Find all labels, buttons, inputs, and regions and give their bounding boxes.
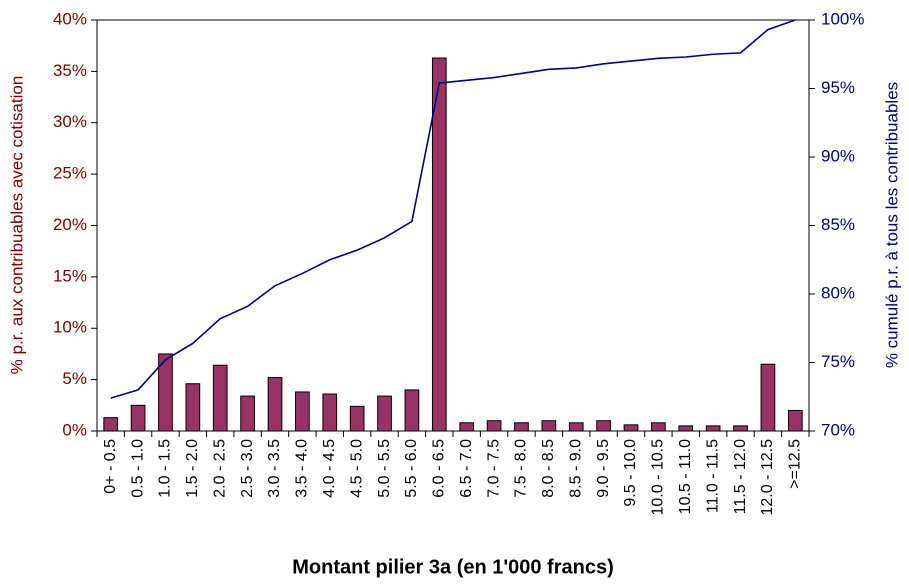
y2-tick-label: 70% (821, 420, 855, 439)
bar (733, 425, 748, 432)
y-tick-label: 30% (53, 112, 87, 131)
bar (103, 417, 119, 432)
x-tick-label: 1.0 - 1.5 (157, 439, 174, 498)
y2-tick-label: 85% (821, 215, 855, 234)
y2-tick-label: 100% (821, 9, 864, 28)
y-tick-label: 0% (62, 420, 87, 439)
bar (322, 393, 338, 432)
bar (295, 391, 310, 432)
x-tick-label: 0.5 - 1.0 (129, 439, 146, 498)
y2-tick-label: 80% (821, 283, 855, 302)
x-tick-label: 9.5 - 10.0 (622, 439, 639, 507)
x-tick-label: 7.5 - 8.0 (513, 439, 530, 498)
y2-tick-label: 90% (821, 146, 855, 165)
y-tick-label: 35% (53, 61, 87, 80)
x-tick-label: 6.5 - 7.0 (458, 439, 475, 498)
bar (541, 420, 557, 432)
bar (158, 353, 173, 432)
bar (787, 409, 803, 432)
y2-axis-label: % cumulé p.r. à tous les contribuables (882, 82, 901, 368)
bar (459, 422, 475, 432)
bar (130, 404, 146, 432)
bar (212, 364, 228, 432)
x-tick-label: >=12.5 (787, 439, 804, 489)
x-tick-label: 4.0 - 4.5 (321, 439, 338, 498)
bar (404, 389, 420, 432)
bar (760, 363, 776, 432)
y-tick-label: 10% (53, 318, 87, 337)
bar (705, 425, 721, 432)
x-tick-label: 3.5 - 4.0 (294, 439, 311, 498)
y-tick-label: 20% (53, 215, 87, 234)
x-tick-label: 3.0 - 3.5 (266, 439, 283, 498)
x-tick-label: 11.0 - 11.5 (704, 439, 721, 513)
x-tick-label: 8.5 - 9.0 (567, 439, 584, 498)
line (110, 19, 796, 399)
x-tick-label: 2.0 - 2.5 (211, 439, 228, 498)
x-tick-label: 2.5 - 3.0 (239, 439, 256, 498)
x-axis-label: Montant pilier 3a (en 1'000 francs) (292, 556, 614, 578)
bar (377, 395, 392, 432)
x-tick-label: 0+ - 0.5 (102, 439, 119, 494)
y-tick-label: 5% (62, 369, 87, 388)
bar (240, 395, 255, 432)
y2-tick-label: 75% (821, 352, 855, 371)
bar (431, 57, 447, 432)
bar (596, 420, 611, 432)
x-tick-label: 12.0 - 12.5 (759, 439, 776, 516)
bar (651, 422, 666, 432)
x-tick-label: 4.5 - 5.0 (348, 439, 365, 498)
bar (185, 383, 201, 432)
y-tick-label: 25% (53, 164, 87, 183)
x-tick-label: 11.5 - 12.0 (732, 439, 749, 514)
x-tick-label: 9.0 - 9.5 (595, 439, 612, 498)
y-tick-label: 15% (53, 266, 87, 285)
x-tick-label: 7.0 - 7.5 (485, 439, 502, 498)
x-tick-label: 5.0 - 5.5 (376, 439, 393, 498)
y2-tick-label: 95% (821, 78, 855, 97)
x-tick-label: 5.5 - 6.0 (403, 439, 420, 498)
bar (349, 405, 365, 432)
bar (568, 422, 584, 432)
bar (678, 425, 694, 432)
x-tick-label: 10.5 - 11.0 (677, 439, 694, 514)
x-tick-label: 8.0 - 8.5 (540, 439, 557, 498)
bar (267, 377, 283, 432)
y-axis-label: % p.r. aux contribuables avec cotisation (7, 76, 26, 375)
bar (486, 420, 502, 432)
y-tick-label: 40% (53, 9, 87, 28)
bar (514, 422, 529, 432)
x-tick-label: 6.0 - 6.5 (431, 439, 448, 498)
x-tick-label: 10.0 - 10.5 (650, 439, 667, 516)
x-tick-label: 1.5 - 2.0 (184, 439, 201, 498)
bar (623, 424, 639, 432)
